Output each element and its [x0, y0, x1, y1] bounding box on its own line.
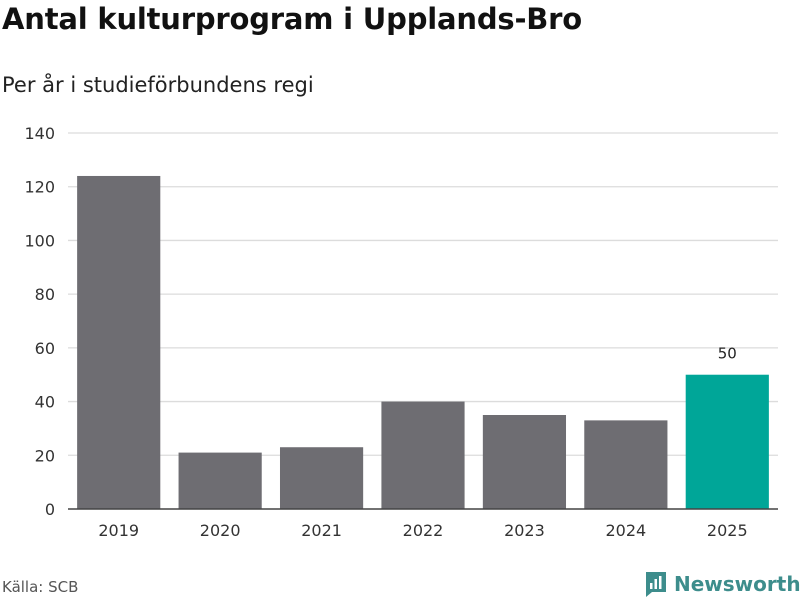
newsworthy-icon	[646, 572, 666, 597]
bar	[381, 401, 465, 509]
x-tick-label: 2019	[98, 521, 139, 540]
x-tick-label: 2024	[605, 521, 646, 540]
y-tick-label: 20	[35, 446, 55, 465]
x-tick-label: 2023	[504, 521, 545, 540]
y-tick-label: 140	[24, 124, 55, 143]
x-tick-label: 2021	[301, 521, 342, 540]
y-tick-label: 60	[35, 339, 55, 358]
x-tick-label: 2020	[200, 521, 241, 540]
bar	[584, 420, 668, 509]
x-tick-label: 2025	[707, 521, 748, 540]
x-tick-label: 2022	[403, 521, 444, 540]
y-tick-label: 40	[35, 393, 55, 412]
bar	[685, 374, 769, 509]
data-label: 50	[718, 345, 737, 363]
source-note: Källa: SCB	[2, 578, 79, 596]
y-tick-label: 120	[24, 178, 55, 197]
y-tick-label: 80	[35, 285, 55, 304]
brand-name: Newsworthy	[674, 572, 800, 596]
y-tick-label: 0	[45, 500, 55, 519]
newsworthy-logo: Newsworthy	[644, 570, 800, 598]
chart-subtitle: Per år i studieförbundens regi	[2, 73, 314, 97]
y-tick-label: 100	[24, 231, 55, 250]
bar	[77, 175, 161, 509]
bar	[178, 452, 262, 509]
chart-title: Antal kulturprogram i Upplands-Bro	[2, 2, 583, 36]
bar	[279, 447, 364, 509]
bar	[482, 415, 567, 509]
